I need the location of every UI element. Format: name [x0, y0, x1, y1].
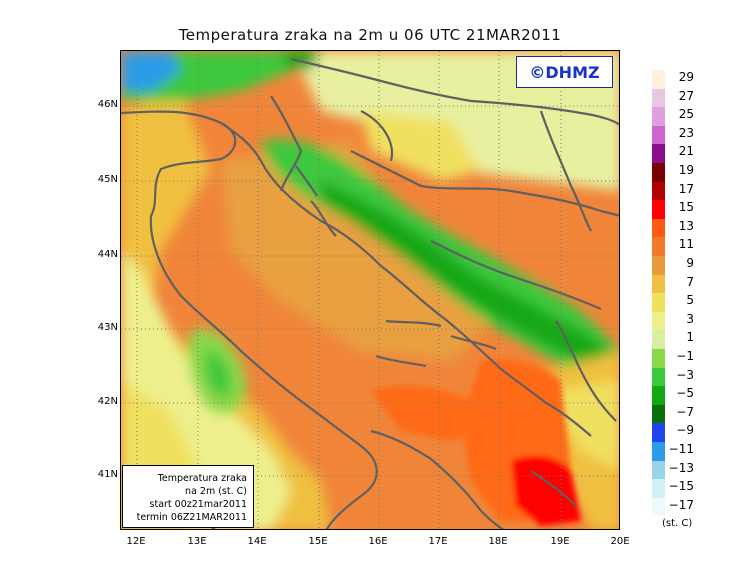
legend-label: 17: [678, 181, 694, 196]
lon-label-16e: 16E: [368, 536, 388, 547]
legend-label: 27: [678, 88, 694, 103]
legend-row: −15: [652, 479, 722, 498]
legend-label: −9: [676, 423, 694, 438]
legend-row: −1: [652, 349, 722, 368]
legend-row: 7: [652, 274, 722, 294]
legend-row: 25: [652, 107, 722, 126]
legend-unit: (st. C): [662, 518, 693, 529]
info-line-start: start 00z21mar2011: [149, 499, 247, 510]
legend-swatch: [652, 218, 665, 238]
legend-swatch: [652, 404, 665, 424]
legend-row: −17: [652, 497, 722, 517]
legend-swatch: [652, 107, 665, 126]
legend-swatch: [652, 293, 665, 312]
legend-row: −13: [652, 460, 722, 480]
legend-label: 15: [678, 200, 694, 215]
legend-row: 9: [652, 256, 722, 275]
legend-swatch: [652, 200, 665, 219]
coastlines: [121, 57, 619, 529]
legend-row: 11: [652, 237, 722, 256]
legend-swatch: [652, 367, 665, 387]
lat-label-44n: 44N: [97, 249, 118, 260]
legend-swatch: [652, 423, 665, 442]
legend-swatch: [652, 330, 665, 349]
legend-row: 29: [652, 70, 722, 89]
legend-label: 29: [678, 70, 694, 84]
info-box: Temperatura zraka na 2m (st. C) start 00…: [122, 465, 254, 528]
legend-swatch: [652, 181, 665, 201]
legend-swatch: [652, 125, 665, 145]
legend-swatch: [652, 274, 665, 294]
legend-row: 13: [652, 218, 722, 238]
legend-row: 5: [652, 293, 722, 312]
legend-label: −7: [676, 404, 694, 419]
legend-label: 5: [686, 293, 694, 308]
legend-label: −11: [668, 442, 694, 456]
legend-label: −5: [676, 386, 694, 401]
map-title: Temperatura zraka na 2m u 06 UTC 21MAR20…: [178, 26, 562, 44]
legend-row: 21: [652, 144, 722, 163]
legend-label: −1: [676, 349, 694, 363]
legend-row: −11: [652, 442, 722, 461]
legend-label: −15: [668, 479, 694, 494]
lon-label-12e: 12E: [126, 536, 146, 547]
legend-label: 1: [686, 330, 694, 345]
legend-swatch: [652, 460, 665, 480]
legend-label: −13: [668, 460, 694, 475]
temperature-map: [120, 50, 620, 530]
legend-label: 23: [678, 125, 694, 140]
legend-swatch: [652, 163, 665, 182]
legend-swatch: [652, 144, 665, 163]
legend-row: 1: [652, 330, 722, 349]
legend-label: 11: [678, 237, 694, 252]
lon-label-18e: 18E: [488, 536, 508, 547]
legend-label: 7: [686, 274, 694, 289]
info-line-unit: na 2m (st. C): [185, 486, 247, 497]
legend-label: 21: [678, 144, 694, 159]
legend-row: −7: [652, 404, 722, 424]
legend-label: −3: [676, 367, 694, 382]
lon-label-17e: 17E: [428, 536, 448, 547]
legend-row: 17: [652, 181, 722, 201]
dhmz-logo: ©DHMZ: [516, 56, 613, 88]
info-line-variable: Temperatura zraka: [157, 473, 247, 484]
lon-label-19e: 19E: [550, 536, 570, 547]
legend-swatch: [652, 88, 665, 108]
lon-label-14e: 14E: [247, 536, 267, 547]
legend-swatch: [652, 256, 665, 275]
legend-label: 3: [686, 311, 694, 326]
legend-row: 15: [652, 200, 722, 219]
legend-swatch: [652, 311, 665, 331]
legend-row: 19: [652, 163, 722, 182]
legend-label: −17: [668, 497, 694, 512]
legend-row: 3: [652, 311, 722, 331]
legend-label: 25: [678, 107, 694, 122]
legend-row: −9: [652, 423, 722, 442]
legend-swatch: [652, 237, 665, 256]
lon-label-20e: 20E: [610, 536, 630, 547]
legend-swatch: [652, 386, 665, 405]
lat-label-45n: 45N: [97, 174, 118, 185]
legend-row: 27: [652, 88, 722, 108]
legend-swatch: [652, 70, 665, 89]
legend-swatch: [652, 479, 665, 498]
info-line-termin: termin 06Z21MAR2011: [136, 512, 247, 523]
map-canvas: [121, 51, 619, 529]
lat-label-46n: 46N: [97, 99, 118, 110]
legend-swatch: [652, 442, 665, 461]
legend-row: −5: [652, 386, 722, 405]
lon-label-15e: 15E: [308, 536, 328, 547]
legend-label: 9: [686, 256, 694, 270]
legend-row: 23: [652, 125, 722, 145]
legend-swatch: [652, 349, 665, 368]
lat-label-41n: 41N: [97, 469, 118, 480]
lat-label-42n: 42N: [97, 396, 118, 407]
lon-label-13e: 13E: [187, 536, 207, 547]
legend-swatch: [652, 497, 665, 517]
legend-label: 13: [678, 218, 694, 233]
legend-label: 19: [678, 163, 694, 177]
legend-row: −3: [652, 367, 722, 387]
lat-label-43n: 43N: [97, 322, 118, 333]
